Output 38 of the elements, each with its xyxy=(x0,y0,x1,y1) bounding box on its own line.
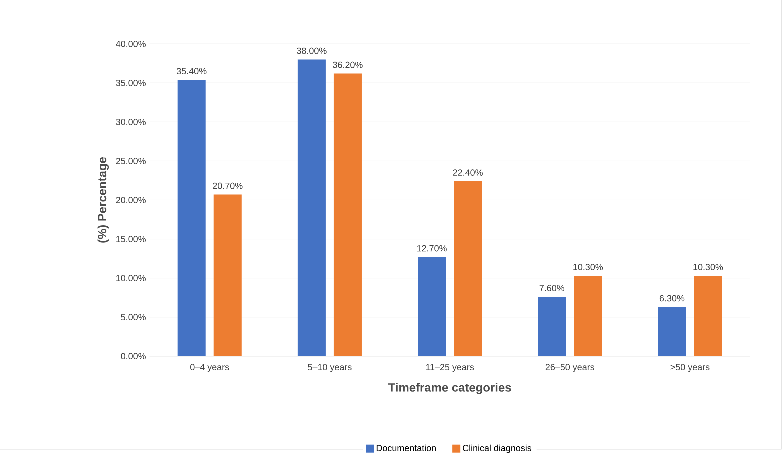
y-tick-label: 40.00% xyxy=(116,41,146,48)
data-label: 20.70% xyxy=(213,182,243,190)
y-tick-label: 10.00% xyxy=(116,275,146,282)
y-tick-label: 20.00% xyxy=(116,197,146,204)
data-label: 36.20% xyxy=(333,62,363,68)
y-tick-label: 5.00% xyxy=(121,314,146,321)
data-label: 22.40% xyxy=(453,170,483,176)
x-tick-label: >50 years xyxy=(670,364,710,372)
bar xyxy=(418,257,446,356)
data-label: 12.70% xyxy=(418,245,447,252)
y-tick-label: 15.00% xyxy=(116,236,146,243)
x-tick-label: 0–4 years xyxy=(190,364,230,372)
bar xyxy=(538,297,566,356)
y-tick-label: 30.00% xyxy=(116,119,146,126)
bar xyxy=(658,307,686,356)
data-label: 35.40% xyxy=(176,68,207,75)
data-label: 10.30% xyxy=(694,264,724,271)
x-axis-title: Timeframe categories xyxy=(388,383,512,394)
x-tick-label: 26–50 years xyxy=(546,364,594,372)
data-label: 38.00% xyxy=(297,48,327,54)
y-axis-title: (%) Percentage xyxy=(98,158,110,243)
y-tick-label: 25.00% xyxy=(116,158,146,164)
bar xyxy=(694,276,722,356)
data-label: 10.30% xyxy=(574,264,604,271)
bar xyxy=(334,74,362,356)
data-label: 7.60% xyxy=(540,285,565,292)
bar xyxy=(214,194,242,356)
bar xyxy=(574,276,602,356)
y-tick-label: 0.00% xyxy=(121,353,146,360)
bar xyxy=(298,60,326,356)
legend-label: Documentation xyxy=(376,444,436,452)
data-label: 6.30% xyxy=(660,295,685,302)
x-tick-label: 11–25 years xyxy=(426,364,474,372)
legend-label: Clinical diagnosis xyxy=(463,444,532,454)
bar xyxy=(454,182,482,356)
y-tick-label: 35.00% xyxy=(116,80,146,86)
bar xyxy=(178,80,206,356)
x-tick-label: 5–10 years xyxy=(308,364,352,372)
